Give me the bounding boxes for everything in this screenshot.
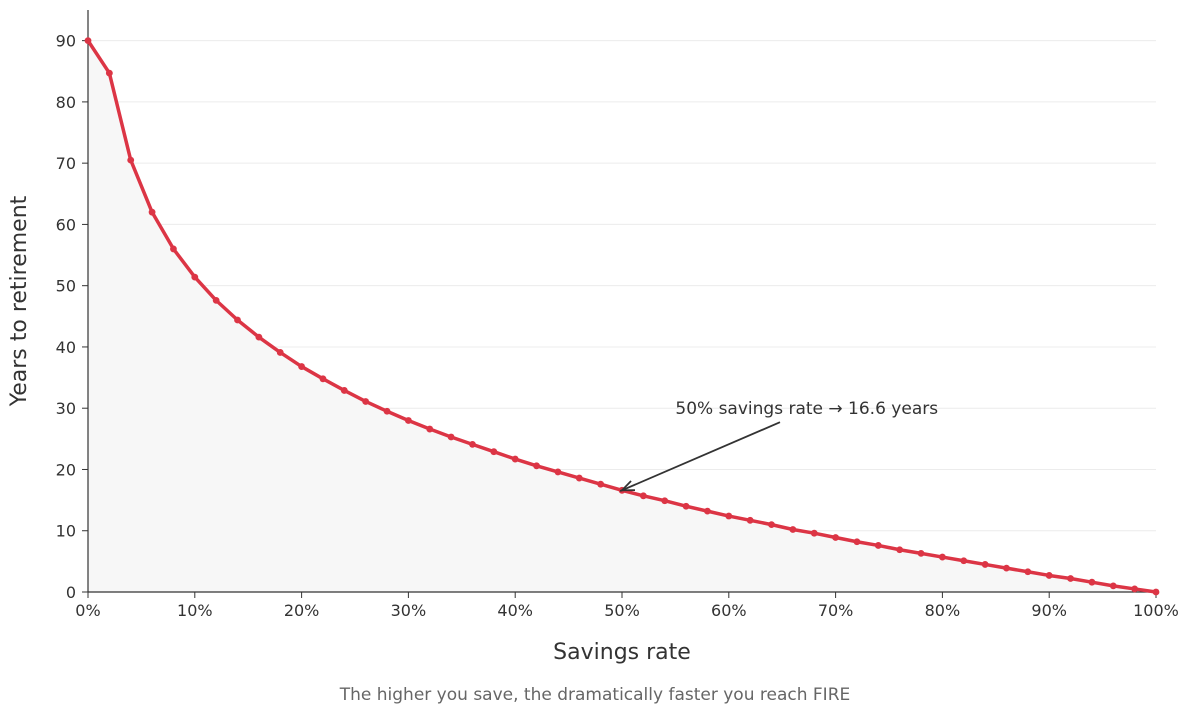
data-point [682, 502, 690, 510]
y-tick-label: 0 [66, 583, 76, 602]
y-tick-label: 20 [56, 460, 76, 479]
data-point [917, 550, 925, 557]
data-point [105, 69, 113, 77]
data-point [725, 512, 733, 520]
x-tick-label: 0% [75, 601, 100, 620]
data-point [447, 433, 455, 441]
data-point [298, 363, 305, 370]
data-point [896, 546, 904, 554]
data-point [1131, 585, 1139, 593]
data-point [832, 534, 839, 541]
annotation-text: 50% savings rate → 16.6 years [675, 399, 938, 419]
data-point [597, 480, 605, 488]
annotation: 50% savings rate → 16.6 years [619, 399, 938, 492]
data-point [661, 497, 669, 505]
data-point [810, 529, 818, 537]
data-point [405, 417, 412, 424]
y-tick-label: 30 [56, 399, 76, 418]
data-point [255, 333, 263, 341]
data-point [362, 398, 370, 405]
data-point [127, 156, 135, 164]
data-point [383, 407, 391, 415]
data-point [789, 526, 797, 533]
data-point [768, 521, 775, 529]
y-tick-label: 10 [56, 522, 76, 541]
data-point [1024, 568, 1032, 576]
data-point [84, 37, 92, 45]
data-point [939, 553, 946, 561]
x-tick-label: 40% [497, 601, 533, 620]
data-point [981, 561, 989, 568]
data-point [511, 455, 519, 463]
data-point [212, 296, 220, 304]
x-tick-label: 50% [604, 601, 640, 620]
data-point [340, 387, 348, 394]
x-tick-label: 90% [1031, 601, 1067, 620]
y-tick-label: 70 [56, 154, 76, 173]
data-point [1045, 572, 1053, 579]
y-axis-title: Years to retirement [7, 195, 32, 407]
data-point [319, 375, 327, 383]
data-point [960, 557, 968, 565]
data-point [191, 273, 199, 281]
y-tick-label: 60 [56, 215, 76, 234]
data-point [1088, 578, 1096, 586]
data-point [490, 448, 498, 456]
y-axis-ticks: 0 10 20 30 40 50 60 70 80 90 [56, 32, 88, 602]
x-tick-label: 10% [177, 601, 213, 620]
y-tick-label: 50 [56, 277, 76, 296]
data-point [746, 516, 754, 524]
y-tick-label: 90 [56, 32, 76, 51]
x-tick-label: 100% [1133, 601, 1179, 620]
data-point [1003, 564, 1010, 572]
data-point [874, 542, 882, 549]
data-point [533, 462, 540, 470]
annotation-arrow [619, 421, 781, 492]
x-tick-label: 80% [925, 601, 961, 620]
data-point [276, 349, 284, 356]
area-fill [88, 40, 1156, 592]
y-tick-label: 40 [56, 338, 76, 357]
x-tick-label: 20% [284, 601, 320, 620]
data-point [1152, 588, 1160, 596]
data-point [575, 474, 583, 482]
data-point [853, 538, 861, 546]
data-point [1109, 582, 1117, 590]
y-tick-label: 80 [56, 93, 76, 112]
x-tick-label: 60% [711, 601, 747, 620]
data-point [639, 492, 647, 500]
data-points [84, 37, 1160, 596]
data-point [148, 208, 156, 216]
x-axis-title: Savings rate [553, 640, 691, 665]
x-axis-ticks: 0% 10% 20% 30% 40% 50% 60% 70% 80% 90% 100% [75, 592, 1179, 620]
data-point [1067, 575, 1074, 582]
data-point [234, 316, 241, 324]
data-point [469, 440, 476, 448]
annotation-arrowhead [619, 480, 636, 492]
data-point [704, 507, 711, 515]
x-tick-label: 30% [391, 601, 427, 620]
chart-caption: The higher you save, the dramatically fa… [339, 685, 851, 705]
data-point [554, 468, 562, 476]
data-point [170, 245, 177, 253]
data-point [426, 425, 434, 433]
x-tick-label: 70% [818, 601, 854, 620]
